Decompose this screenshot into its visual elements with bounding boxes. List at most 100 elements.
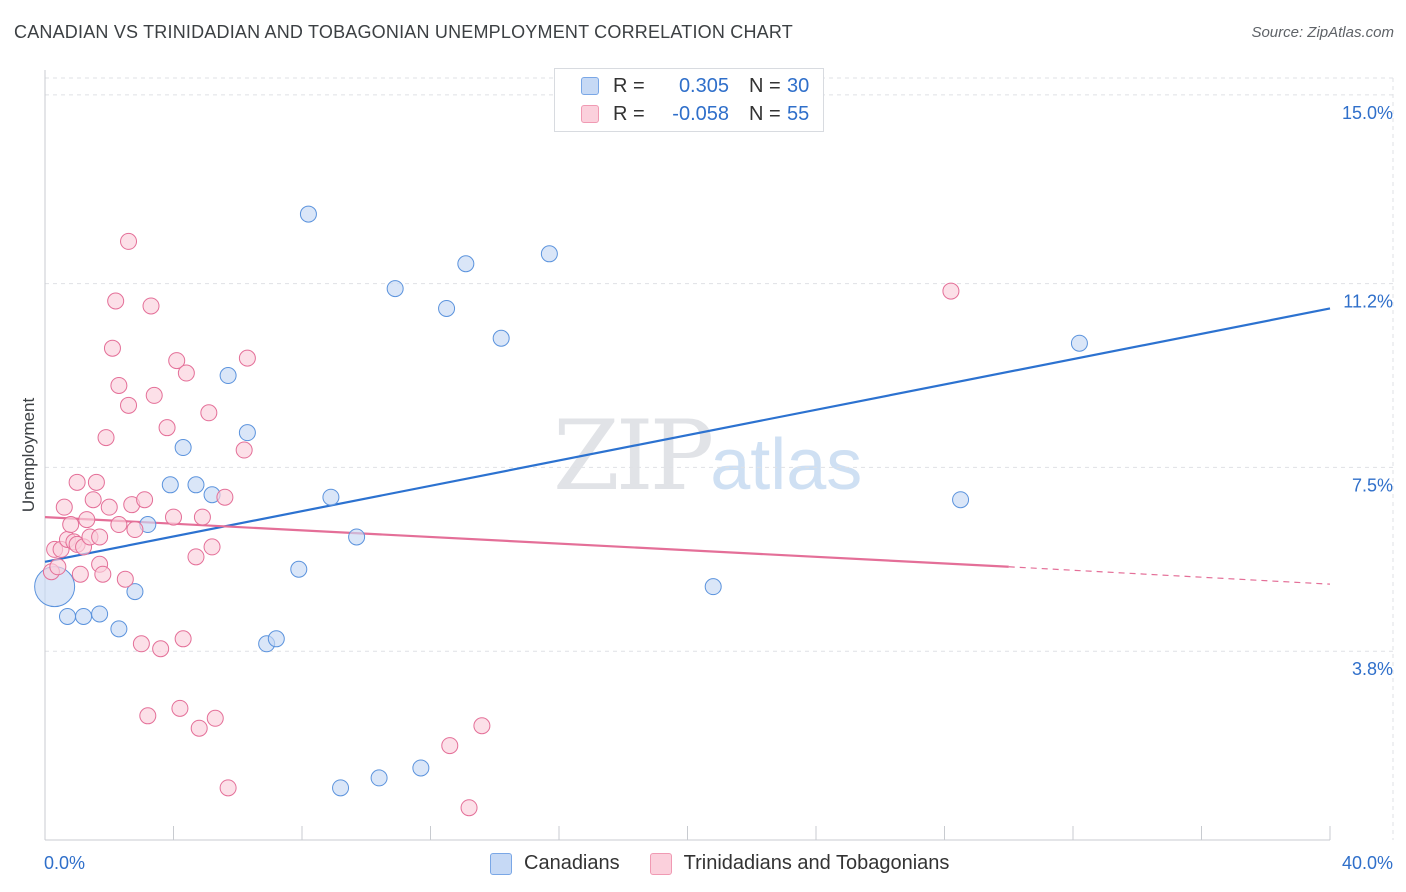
- watermark-atlas: atlas: [710, 425, 863, 505]
- point-trinidadians: [49, 558, 67, 576]
- point-trinidadians: [219, 779, 237, 797]
- point-canadians: [58, 607, 76, 625]
- point-canadians: [370, 769, 388, 787]
- point-trinidadians: [91, 528, 109, 546]
- point-trinidadians: [174, 630, 192, 648]
- trend-line-trinidadians-extrapolated: [1008, 566, 1331, 585]
- y-tick-label: 7.5%: [1352, 475, 1393, 495]
- y-tick-label: 15.0%: [1342, 103, 1393, 123]
- tick-labels: 3.8% 7.5% 11.2% 15.0% 0.0% 40.0% Unemployment: [19, 103, 1393, 873]
- point-canadians: [952, 491, 970, 509]
- point-trinidadians: [116, 570, 134, 588]
- y-axis-label: Unemployment: [19, 398, 38, 513]
- point-canadians: [492, 329, 510, 347]
- legend-item-trinidadians[interactable]: Trinidadians and Tobagonians: [649, 852, 950, 875]
- trend-line-canadians: [44, 307, 1331, 563]
- point-trinidadians: [441, 737, 459, 755]
- source-label: Source: ZipAtlas.com: [1251, 24, 1394, 41]
- point-canadians: [187, 476, 205, 494]
- legend-item-canadians[interactable]: Canadians: [490, 852, 620, 875]
- point-trinidadians: [55, 498, 73, 516]
- point-trinidadians: [158, 419, 176, 437]
- point-canadians: [238, 424, 256, 442]
- point-canadians: [174, 439, 192, 457]
- chart-title: CANADIAN VS TRINIDADIAN AND TOBAGONIAN U…: [14, 22, 793, 42]
- point-trinidadians: [200, 404, 218, 422]
- point-trinidadians: [107, 292, 125, 310]
- point-canadians: [219, 367, 237, 385]
- point-trinidadians: [139, 707, 157, 725]
- x-tick-label: 0.0%: [44, 853, 85, 873]
- point-canadians: [322, 488, 340, 506]
- y-tick-label: 11.2%: [1343, 292, 1393, 312]
- point-canadians: [412, 759, 430, 777]
- point-trinidadians: [132, 635, 150, 653]
- point-canadians: [267, 630, 285, 648]
- point-canadians: [332, 779, 350, 797]
- point-canadians: [704, 578, 722, 596]
- point-trinidadians: [103, 339, 121, 357]
- point-canadians: [299, 205, 317, 223]
- data-points: [34, 205, 1088, 817]
- legend-n-label: N =: [749, 102, 781, 125]
- point-trinidadians: [120, 396, 138, 414]
- point-trinidadians: [136, 491, 154, 509]
- point-trinidadians: [84, 491, 102, 509]
- point-trinidadians: [168, 352, 186, 370]
- legend-label-canadians: Canadians: [524, 852, 620, 874]
- point-trinidadians: [145, 386, 163, 404]
- point-canadians: [91, 605, 109, 623]
- point-canadians: [75, 607, 93, 625]
- point-canadians: [290, 560, 308, 578]
- legend-n-value: 30: [787, 74, 810, 97]
- point-trinidadians: [203, 538, 221, 556]
- legend-r-value: 0.305: [678, 74, 729, 97]
- point-trinidadians: [142, 297, 160, 315]
- legend-swatch-pink: [581, 105, 599, 123]
- axes: [44, 70, 1331, 841]
- point-trinidadians: [71, 565, 89, 583]
- point-canadians: [386, 280, 404, 298]
- point-trinidadians: [238, 349, 256, 367]
- point-trinidadians: [235, 441, 253, 459]
- point-trinidadians: [193, 508, 211, 526]
- trend-lines: [44, 307, 1331, 585]
- legend-swatch-pink: [649, 852, 672, 875]
- legend-r-label: R =: [613, 102, 645, 125]
- point-trinidadians: [190, 719, 208, 737]
- trend-line-trinidadians: [44, 515, 1009, 568]
- point-canadians: [540, 245, 558, 263]
- point-trinidadians: [97, 429, 115, 447]
- point-canadians: [110, 620, 128, 638]
- legend-swatch-blue: [581, 77, 599, 95]
- point-trinidadians: [110, 376, 128, 394]
- point-canadians: [161, 476, 179, 494]
- point-trinidadians: [187, 548, 205, 566]
- point-trinidadians: [942, 282, 960, 300]
- point-trinidadians: [473, 717, 491, 735]
- series-legend: Canadians Trinidadians and Tobagonians: [490, 852, 979, 875]
- point-canadians: [348, 528, 366, 546]
- point-canadians: [126, 583, 144, 601]
- correlation-legend: R = 0.305 N = 30 R = -0.058 N = 55: [554, 68, 824, 132]
- point-trinidadians: [206, 709, 224, 727]
- point-trinidadians: [68, 473, 86, 491]
- point-canadians: [1070, 334, 1088, 352]
- legend-n-label: N =: [749, 74, 781, 97]
- point-trinidadians: [120, 232, 138, 250]
- point-trinidadians: [171, 699, 189, 717]
- legend-r-label: R =: [613, 74, 645, 97]
- point-trinidadians: [110, 516, 128, 534]
- gridlines: [45, 77, 1395, 840]
- point-trinidadians: [152, 640, 170, 658]
- legend-n-value: 55: [787, 102, 810, 125]
- point-trinidadians: [126, 521, 144, 539]
- legend-label-trinidadians: Trinidadians and Tobagonians: [683, 852, 950, 874]
- point-trinidadians: [100, 498, 118, 516]
- legend-r-value: -0.058: [672, 102, 729, 125]
- legend-swatch-blue: [490, 852, 512, 875]
- x-tick-label: 40.0%: [1342, 853, 1393, 873]
- point-trinidadians: [177, 364, 195, 382]
- point-trinidadians: [216, 488, 234, 506]
